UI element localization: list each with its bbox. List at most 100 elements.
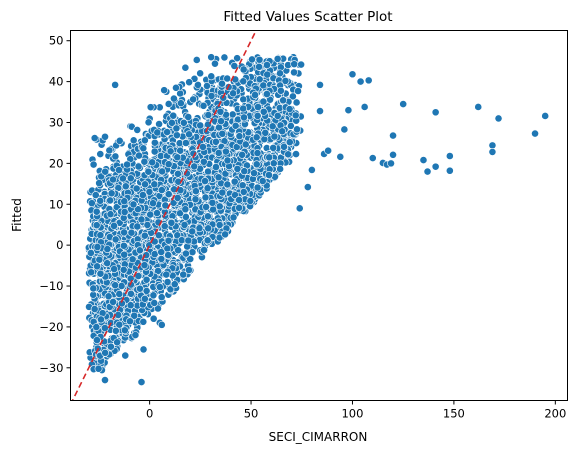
data-point [131,331,140,339]
x-tick-label: 150 [443,407,465,421]
data-point [204,224,213,233]
data-point [488,141,497,150]
data-point [134,205,142,214]
data-point [259,97,268,106]
data-point [293,125,301,134]
data-point [223,74,232,83]
data-point [344,106,353,115]
y-tick-label: 0 [56,238,63,252]
y-tick-label: 40 [49,75,64,89]
data-point [154,304,162,313]
data-point [138,191,147,199]
data-point [164,236,173,245]
data-point [157,293,166,302]
data-point [156,283,164,291]
data-point [285,138,294,147]
data-point [235,203,243,212]
data-point [173,193,182,202]
data-point [184,113,193,121]
data-point [164,190,173,199]
data-point [399,100,408,108]
data-point [140,157,149,166]
data-point [94,364,103,373]
data-point [229,213,238,222]
data-point [474,103,483,111]
data-point [111,152,120,161]
plot-frame [70,30,568,401]
data-point [169,198,178,207]
data-point [139,144,148,153]
data-point [134,162,143,171]
data-point [89,284,98,293]
data-point [292,98,301,107]
data-point [119,265,128,274]
data-point [204,111,213,119]
y-tick-label: −30 [39,361,63,375]
data-point [181,139,190,147]
data-point [201,177,209,185]
data-point [185,130,193,139]
data-point [276,86,285,95]
data-point [276,69,284,78]
data-point [92,207,101,216]
data-point [259,81,268,90]
data-point [265,153,274,162]
data-point [222,147,230,156]
data-point [111,235,120,244]
data-point [246,196,255,205]
data-point [229,89,238,98]
data-point [261,128,270,137]
data-point [303,183,312,191]
data-point [387,159,395,168]
data-point [218,188,227,197]
data-point [239,77,248,86]
data-point [87,199,96,208]
data-point [170,280,179,289]
data-point [215,202,224,211]
data-point [93,243,102,251]
data-point [144,118,153,127]
data-point [192,187,200,196]
data-point [143,221,152,229]
data-point [115,320,124,329]
data-point [340,125,349,134]
data-point [189,95,198,104]
data-point [135,246,144,255]
data-point [126,174,135,183]
data-point [215,221,224,229]
data-point [423,167,432,176]
data-point [169,111,178,120]
data-point [241,140,250,149]
data-point [90,134,99,142]
data-point [356,77,365,86]
data-point [252,133,261,142]
data-point [190,162,199,171]
data-point [174,169,182,178]
data-point [211,59,219,68]
data-point [92,323,101,331]
data-point [191,195,200,204]
y-tick-label: 30 [49,115,64,129]
data-point [419,156,428,164]
x-axis: 0 50 100 150 200 [146,400,566,421]
data-point [140,231,149,240]
data-point [541,112,550,120]
data-point [172,124,181,133]
data-point [164,251,173,259]
data-point [220,53,229,62]
data-point [431,108,440,117]
data-point [101,324,109,332]
data-point [208,198,217,207]
data-point [445,152,454,160]
x-tick-label: 0 [146,407,153,421]
data-point [207,72,216,81]
data-point [201,193,210,202]
data-point [163,278,172,286]
data-point [199,157,208,166]
data-point [273,54,282,63]
data-point [181,63,190,72]
data-point [240,167,249,176]
data-point [153,128,162,137]
